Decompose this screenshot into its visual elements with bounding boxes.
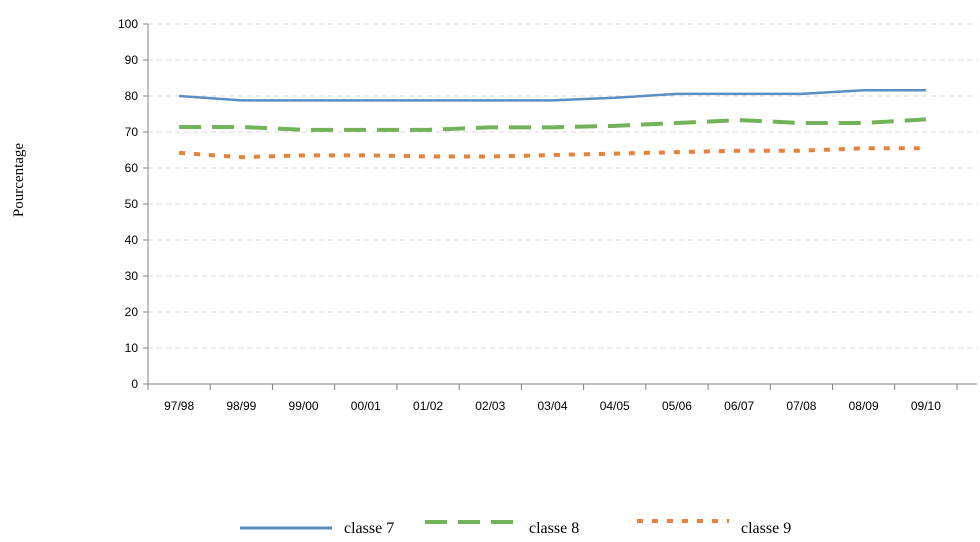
x-tick-label: 07/08	[786, 399, 816, 413]
x-tick-label: 09/10	[911, 399, 941, 413]
x-tick-label: 06/07	[724, 399, 754, 413]
y-tick-label: 60	[125, 161, 139, 175]
x-tick-label: 02/03	[475, 399, 505, 413]
gridlines	[148, 23, 977, 349]
x-tick-label: 00/01	[351, 399, 381, 413]
y-tick-label: 10	[125, 341, 139, 355]
y-axis-ticks: 0 10 20 30 40 50 60 70 80 90 100	[118, 17, 138, 391]
y-tick-label: 40	[125, 233, 139, 247]
legend: classe 7 classe 8 classe 9	[240, 519, 791, 537]
x-axis-ticks: 97/98 98/99 99/00 00/01 01/02 02/03 03/04 04/05…	[164, 399, 941, 413]
series-line-classe-8	[179, 117, 927, 132]
x-tick-label: 97/98	[164, 399, 194, 413]
legend-label: classe 7	[344, 520, 394, 537]
series-line-classe-9	[178, 146, 926, 160]
legend-label: classe 8	[529, 520, 579, 537]
y-tick-label: 100	[118, 17, 138, 31]
y-tick-label: 20	[125, 305, 139, 319]
x-tick-label: 05/06	[662, 399, 692, 413]
x-tick-label: 04/05	[600, 399, 630, 413]
x-tick-label: 98/99	[226, 399, 256, 413]
x-tick-label: 08/09	[849, 399, 879, 413]
y-axis-title: Pourcentage	[11, 143, 27, 217]
y-tick-label: 80	[125, 89, 139, 103]
series-line-classe-7	[179, 88, 926, 102]
x-tick-label: 01/02	[413, 399, 443, 413]
y-tick-label: 70	[125, 125, 139, 139]
y-tick-label: 0	[131, 377, 138, 391]
axes	[143, 23, 977, 390]
x-tick-label: 03/04	[537, 399, 567, 413]
series-lines	[178, 88, 927, 160]
x-tick-label: 99/00	[289, 399, 319, 413]
y-tick-label: 90	[125, 53, 139, 67]
legend-label: classe 9	[741, 520, 791, 537]
y-tick-label: 50	[125, 197, 139, 211]
y-tick-label: 30	[125, 269, 139, 283]
